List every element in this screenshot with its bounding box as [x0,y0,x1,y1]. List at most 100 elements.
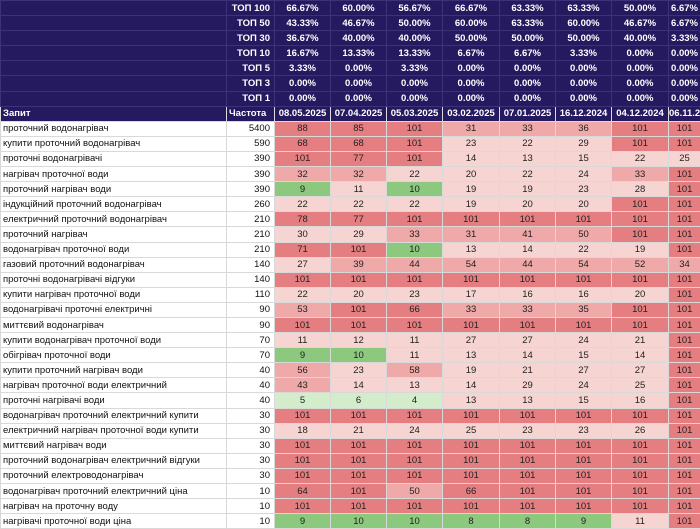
position-cell[interactable]: 101 [500,484,556,499]
position-cell[interactable]: 101 [669,287,700,302]
position-cell[interactable]: 101 [612,197,669,212]
position-cell[interactable]: 101 [275,499,331,514]
position-cell[interactable]: 22 [331,197,387,212]
position-cell[interactable]: 14 [331,378,387,393]
position-cell[interactable]: 101 [275,272,331,287]
column-header-date[interactable]: 05.03.2025 [387,106,443,121]
position-cell[interactable]: 101 [500,453,556,468]
position-cell[interactable]: 50 [556,227,612,242]
frequency-cell[interactable]: 140 [227,272,275,287]
position-cell[interactable]: 101 [443,272,500,287]
position-cell[interactable]: 17 [443,287,500,302]
column-header-date[interactable]: 08.05.2025 [275,106,331,121]
position-cell[interactable]: 101 [387,438,443,453]
column-header-date[interactable]: 07.01.2025 [500,106,556,121]
position-cell[interactable]: 31 [443,227,500,242]
table-row[interactable]: проточний водонагрівач електричний відгу… [1,453,700,468]
position-cell[interactable]: 11 [612,514,669,529]
query-cell[interactable]: проточні водонагрівачі [1,151,227,166]
position-cell[interactable]: 11 [387,348,443,363]
position-cell[interactable]: 101 [387,453,443,468]
position-cell[interactable]: 23 [556,182,612,197]
frequency-cell[interactable]: 30 [227,408,275,423]
position-cell[interactable]: 15 [556,348,612,363]
position-cell[interactable]: 101 [387,408,443,423]
position-cell[interactable]: 58 [387,363,443,378]
position-cell[interactable]: 10 [331,514,387,529]
position-cell[interactable]: 101 [556,408,612,423]
position-cell[interactable]: 19 [443,363,500,378]
position-cell[interactable]: 19 [500,182,556,197]
position-cell[interactable]: 16 [556,287,612,302]
position-cell[interactable]: 56 [275,363,331,378]
position-cell[interactable]: 101 [331,408,387,423]
frequency-cell[interactable]: 30 [227,423,275,438]
position-cell[interactable]: 101 [275,438,331,453]
position-cell[interactable]: 101 [669,302,700,317]
position-cell[interactable]: 101 [669,227,700,242]
position-cell[interactable]: 101 [669,363,700,378]
position-cell[interactable]: 101 [500,408,556,423]
position-cell[interactable]: 101 [387,121,443,136]
position-cell[interactable]: 9 [275,514,331,529]
position-cell[interactable]: 10 [387,242,443,257]
position-cell[interactable]: 44 [387,257,443,272]
position-cell[interactable]: 101 [443,408,500,423]
position-cell[interactable]: 23 [443,136,500,151]
position-cell[interactable]: 101 [612,136,669,151]
position-cell[interactable]: 12 [331,333,387,348]
position-cell[interactable]: 101 [443,453,500,468]
position-cell[interactable]: 14 [500,348,556,363]
position-cell[interactable]: 29 [556,136,612,151]
column-header-date[interactable]: 03.02.2025 [443,106,500,121]
position-cell[interactable]: 101 [331,272,387,287]
position-cell[interactable]: 27 [556,363,612,378]
position-cell[interactable]: 101 [500,317,556,332]
position-cell[interactable]: 101 [669,499,700,514]
frequency-cell[interactable]: 110 [227,287,275,302]
query-cell[interactable]: індукційний проточний водонагрівач [1,197,227,212]
position-cell[interactable]: 101 [387,151,443,166]
position-cell[interactable]: 101 [556,212,612,227]
query-cell[interactable]: купити проточний водонагрівач [1,136,227,151]
position-cell[interactable]: 101 [669,348,700,363]
position-cell[interactable]: 20 [556,197,612,212]
position-cell[interactable]: 29 [331,227,387,242]
position-cell[interactable]: 101 [331,438,387,453]
position-cell[interactable]: 53 [275,302,331,317]
position-cell[interactable]: 101 [612,438,669,453]
position-cell[interactable]: 22 [500,167,556,182]
position-cell[interactable]: 101 [612,408,669,423]
position-cell[interactable]: 101 [331,484,387,499]
position-cell[interactable]: 101 [612,499,669,514]
query-cell[interactable]: проточний водонагрівач [1,121,227,136]
position-cell[interactable]: 15 [556,393,612,408]
position-cell[interactable]: 101 [556,499,612,514]
position-cell[interactable]: 101 [443,317,500,332]
position-cell[interactable]: 101 [556,317,612,332]
position-cell[interactable]: 21 [331,423,387,438]
position-cell[interactable]: 19 [612,242,669,257]
position-cell[interactable]: 4 [387,393,443,408]
position-cell[interactable]: 27 [500,333,556,348]
position-cell[interactable]: 101 [612,212,669,227]
table-row[interactable]: водонагрівач проточний електричний купит… [1,408,700,423]
query-cell[interactable]: проточний водонагрівач електричний відгу… [1,453,227,468]
position-cell[interactable]: 19 [443,197,500,212]
position-cell[interactable]: 27 [443,333,500,348]
frequency-cell[interactable]: 390 [227,167,275,182]
table-row[interactable]: електричний нагрівач проточної води купи… [1,423,700,438]
position-cell[interactable]: 101 [275,468,331,483]
frequency-cell[interactable]: 390 [227,151,275,166]
position-cell[interactable]: 13 [443,393,500,408]
position-cell[interactable]: 33 [500,121,556,136]
position-cell[interactable]: 50 [387,484,443,499]
